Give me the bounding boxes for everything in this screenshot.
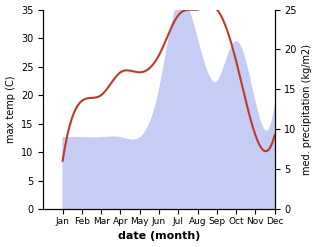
Y-axis label: max temp (C): max temp (C)	[5, 76, 16, 143]
X-axis label: date (month): date (month)	[118, 231, 200, 242]
Y-axis label: med. precipitation (kg/m2): med. precipitation (kg/m2)	[302, 44, 313, 175]
